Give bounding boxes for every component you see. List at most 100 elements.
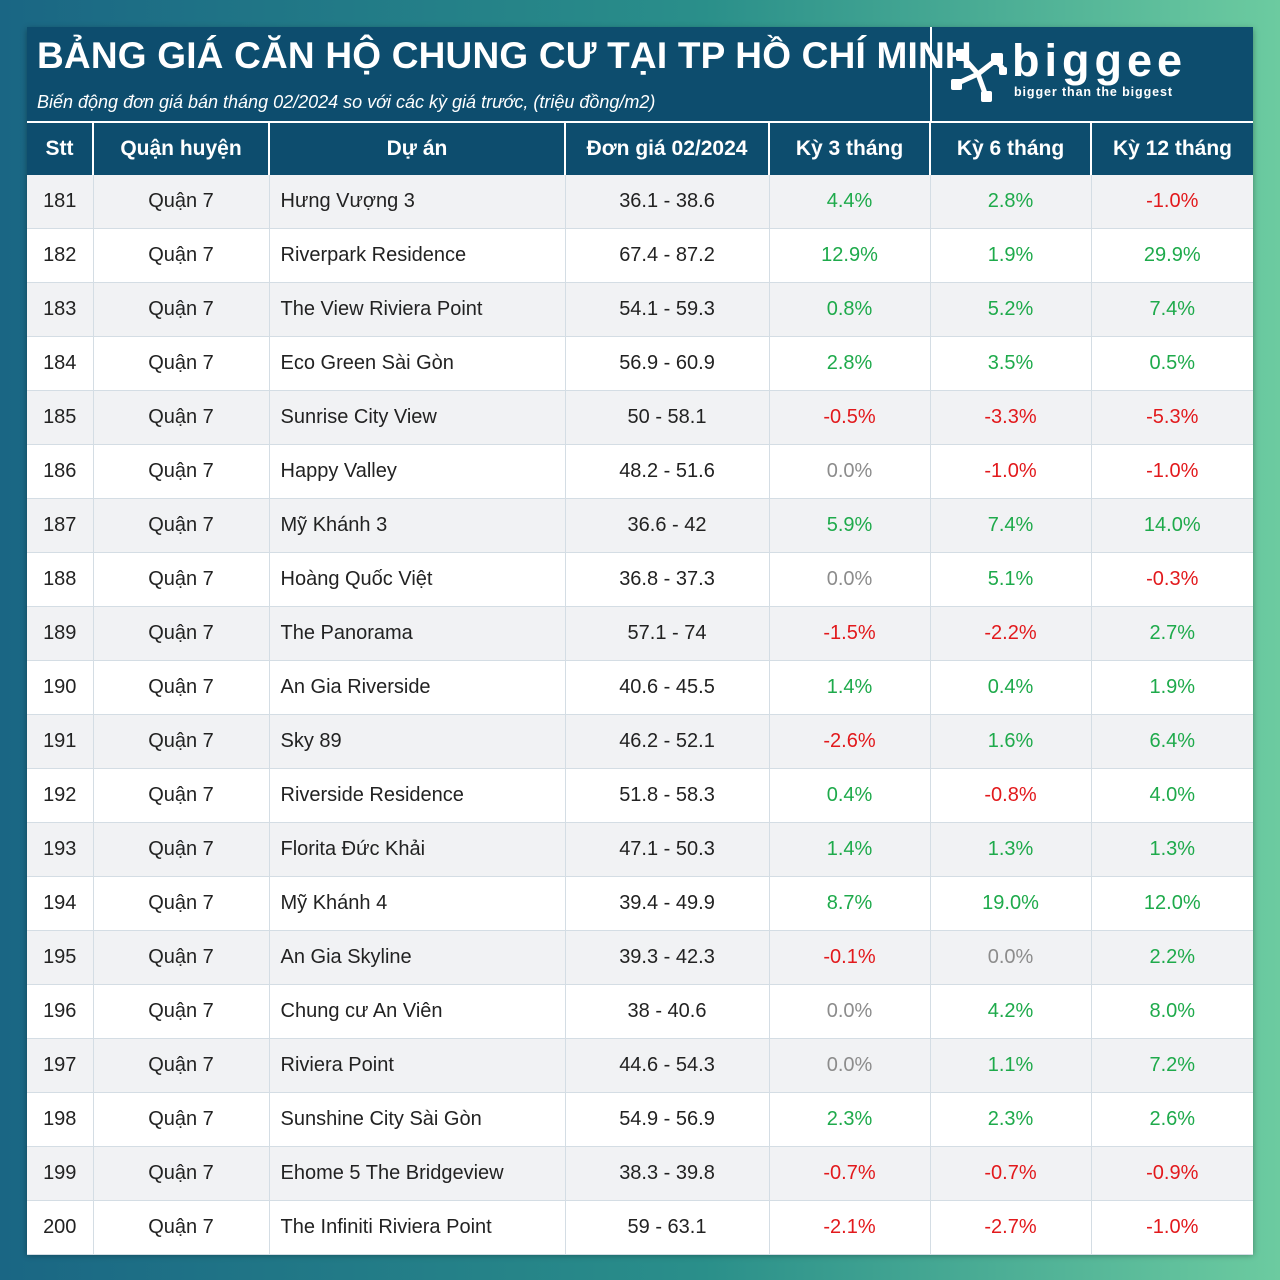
- cell-stt: 196: [27, 984, 93, 1039]
- cell-stt: 184: [27, 336, 93, 391]
- table-row: 188 Quận 7 Hoàng Quốc Việt 36.8 - 37.3 0.0% 5…: [27, 552, 1253, 607]
- logo-wordmark: biggee: [1012, 35, 1188, 86]
- cell-district: Quận 7: [92, 660, 269, 715]
- cell-stt: 185: [27, 390, 93, 445]
- cell-district: Quận 7: [92, 768, 269, 823]
- cell-stt: 189: [27, 606, 93, 661]
- cell-project: The Infiniti Riviera Point: [268, 1200, 565, 1255]
- cell-project: Riviera Point: [268, 1038, 565, 1093]
- cell-project: Mỹ Khánh 3: [268, 498, 565, 553]
- page-title: BẢNG GIÁ CĂN HỘ CHUNG CƯ TẠI TP HỒ CHÍ M…: [37, 35, 972, 76]
- header-banner: BẢNG GIÁ CĂN HỘ CHUNG CƯ TẠI TP HỒ CHÍ M…: [27, 27, 1253, 121]
- cell-district: Quận 7: [92, 1146, 269, 1201]
- cell-change-6-month: 5.1%: [929, 552, 1091, 607]
- cell-stt: 191: [27, 714, 93, 769]
- cell-change-12-month: 1.9%: [1090, 660, 1253, 715]
- table-row: 183 Quận 7 The View Riviera Point 54.1 - 59…: [27, 282, 1253, 337]
- cell-change-3-month: -2.1%: [768, 1200, 930, 1255]
- cell-district: Quận 7: [92, 714, 269, 769]
- cell-change-3-month: 4.4%: [768, 175, 930, 229]
- cell-project: Sky 89: [268, 714, 565, 769]
- cell-district: Quận 7: [92, 1092, 269, 1147]
- cell-change-6-month: 1.9%: [929, 228, 1091, 283]
- cell-district: Quận 7: [92, 1200, 269, 1255]
- cell-district: Quận 7: [92, 984, 269, 1039]
- cell-change-12-month: 29.9%: [1090, 228, 1253, 283]
- cell-change-6-month: 7.4%: [929, 498, 1091, 553]
- cell-change-3-month: 2.8%: [768, 336, 930, 391]
- cell-change-12-month: -0.9%: [1090, 1146, 1253, 1201]
- cell-district: Quận 7: [92, 606, 269, 661]
- table-row: 191 Quận 7 Sky 89 46.2 - 52.1 -2.6% 1.6% 6.4%: [27, 714, 1253, 769]
- cell-price: 56.9 - 60.9: [564, 336, 769, 391]
- cell-change-12-month: 14.0%: [1090, 498, 1253, 553]
- cell-price: 40.6 - 45.5: [564, 660, 769, 715]
- cell-stt: 194: [27, 876, 93, 931]
- cell-stt: 193: [27, 822, 93, 877]
- table-row: 197 Quận 7 Riviera Point 44.6 - 54.3 0.0% 1.1…: [27, 1038, 1253, 1093]
- table-row: 194 Quận 7 Mỹ Khánh 4 39.4 - 49.9 8.7% 19.0% 1…: [27, 876, 1253, 931]
- cell-change-6-month: -1.0%: [929, 444, 1091, 499]
- cell-district: Quận 7: [92, 336, 269, 391]
- cell-change-6-month: 3.5%: [929, 336, 1091, 391]
- price-table: Stt Quận huyện Dự án Đơn giá 02/2024 Kỳ …: [27, 121, 1253, 1255]
- cell-project: The Panorama: [268, 606, 565, 661]
- cell-change-6-month: 0.4%: [929, 660, 1091, 715]
- cell-change-12-month: 1.3%: [1090, 822, 1253, 877]
- cell-project: Riverpark Residence: [268, 228, 565, 283]
- cell-project: Eco Green Sài Gòn: [268, 336, 565, 391]
- cell-project: Riverside Residence: [268, 768, 565, 823]
- cell-change-12-month: 2.6%: [1090, 1092, 1253, 1147]
- cell-stt: 188: [27, 552, 93, 607]
- cell-change-12-month: 0.5%: [1090, 336, 1253, 391]
- cell-change-12-month: 4.0%: [1090, 768, 1253, 823]
- cell-change-3-month: 0.8%: [768, 282, 930, 337]
- cell-district: Quận 7: [92, 876, 269, 931]
- cell-price: 38.3 - 39.8: [564, 1146, 769, 1201]
- cell-stt: 195: [27, 930, 93, 985]
- cell-project: Sunrise City View: [268, 390, 565, 445]
- cell-change-12-month: -1.0%: [1090, 175, 1253, 229]
- cell-change-3-month: -1.5%: [768, 606, 930, 661]
- cell-district: Quận 7: [92, 930, 269, 985]
- cell-price: 50 - 58.1: [564, 390, 769, 445]
- cell-change-6-month: -2.7%: [929, 1200, 1091, 1255]
- column-header-project: Dự án: [268, 121, 565, 175]
- cell-price: 54.9 - 56.9: [564, 1092, 769, 1147]
- cell-change-3-month: 1.4%: [768, 822, 930, 877]
- cell-change-3-month: 0.0%: [768, 1038, 930, 1093]
- cell-change-12-month: -1.0%: [1090, 444, 1253, 499]
- cell-change-12-month: 7.2%: [1090, 1038, 1253, 1093]
- table-row: 199 Quận 7 Ehome 5 The Bridgeview 38.3 - 39…: [27, 1146, 1253, 1201]
- cell-price: 46.2 - 52.1: [564, 714, 769, 769]
- cell-price: 51.8 - 58.3: [564, 768, 769, 823]
- cell-price: 36.8 - 37.3: [564, 552, 769, 607]
- cell-stt: 190: [27, 660, 93, 715]
- table-row: 195 Quận 7 An Gia Skyline 39.3 - 42.3 -0.1% 0…: [27, 930, 1253, 985]
- cell-change-12-month: -0.3%: [1090, 552, 1253, 607]
- cell-stt: 187: [27, 498, 93, 553]
- cell-change-6-month: 2.3%: [929, 1092, 1091, 1147]
- table-row: 193 Quận 7 Florita Đức Khải 47.1 - 50.3 1.4%…: [27, 822, 1253, 877]
- cell-change-12-month: 8.0%: [1090, 984, 1253, 1039]
- cell-project: Hoàng Quốc Việt: [268, 552, 565, 607]
- cell-district: Quận 7: [92, 228, 269, 283]
- column-header-6-month: Kỳ 6 tháng: [929, 121, 1091, 175]
- cell-change-6-month: 4.2%: [929, 984, 1091, 1039]
- cell-change-3-month: -2.6%: [768, 714, 930, 769]
- cell-price: 39.3 - 42.3: [564, 930, 769, 985]
- cell-change-3-month: 0.0%: [768, 444, 930, 499]
- table-row: 200 Quận 7 The Infiniti Riviera Point 59 - …: [27, 1200, 1253, 1255]
- cell-change-3-month: -0.1%: [768, 930, 930, 985]
- cell-project: Hưng Vượng 3: [268, 175, 565, 229]
- table-row: 196 Quận 7 Chung cư An Viên 38 - 40.6 0.0% 4.…: [27, 984, 1253, 1039]
- cell-district: Quận 7: [92, 390, 269, 445]
- cell-change-3-month: 8.7%: [768, 876, 930, 931]
- table-row: 190 Quận 7 An Gia Riverside 40.6 - 45.5 1.4%…: [27, 660, 1253, 715]
- cell-project: Happy Valley: [268, 444, 565, 499]
- cell-price: 47.1 - 50.3: [564, 822, 769, 877]
- cell-district: Quận 7: [92, 552, 269, 607]
- table-row: 184 Quận 7 Eco Green Sài Gòn 56.9 - 60.9 2.8…: [27, 336, 1253, 391]
- cell-project: Mỹ Khánh 4: [268, 876, 565, 931]
- cell-change-3-month: -0.5%: [768, 390, 930, 445]
